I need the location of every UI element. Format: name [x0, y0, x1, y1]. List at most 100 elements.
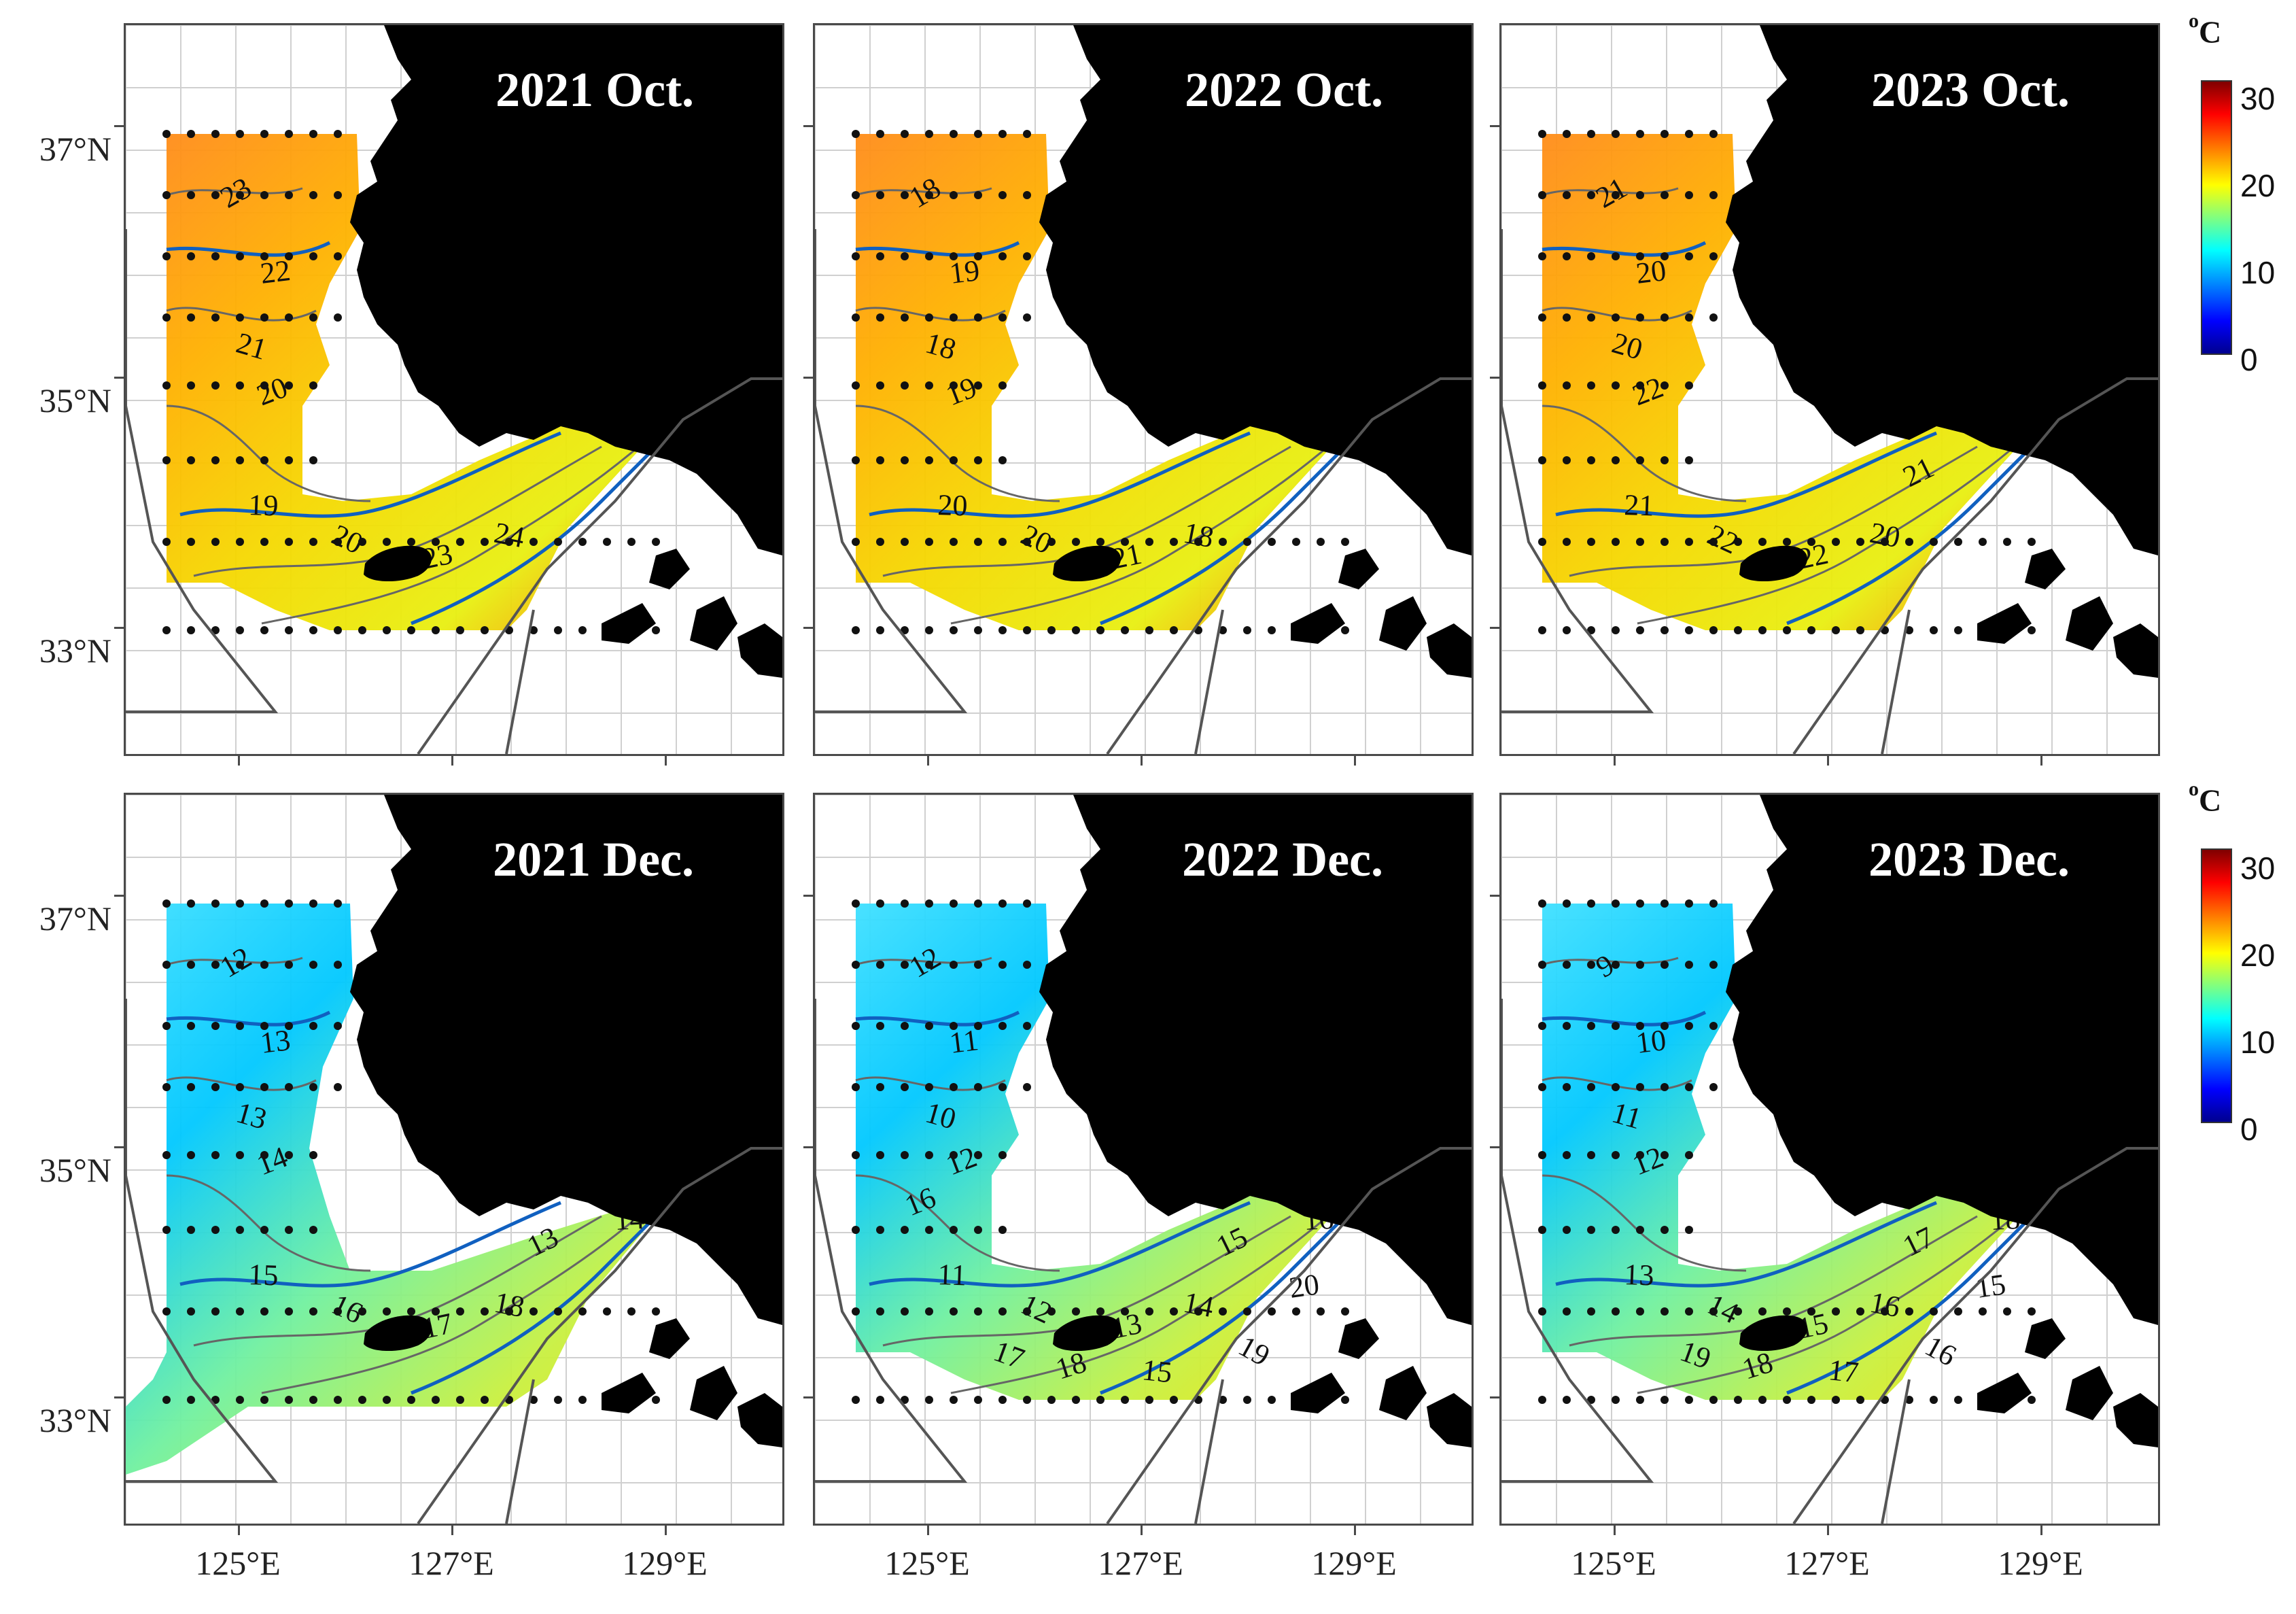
- station-dot: [925, 252, 933, 260]
- lat-label-35n: 35°N: [39, 381, 111, 419]
- station-dot: [211, 456, 220, 464]
- station-dot: [1685, 313, 1693, 322]
- colorbar-tick: 20: [2240, 168, 2276, 203]
- station-dot: [1636, 538, 1644, 546]
- station-dot: [1023, 130, 1031, 138]
- isotherm-line: [1637, 405, 2060, 625]
- station-dot: [162, 130, 171, 138]
- station-dot: [901, 130, 909, 138]
- station-dot: [407, 626, 415, 634]
- station-dot: [383, 626, 391, 634]
- station-dot: [950, 538, 958, 546]
- station-dot: [1905, 626, 1913, 634]
- isotherm-line: [166, 1076, 317, 1091]
- panel-title: 2022 Dec.: [1182, 832, 1383, 887]
- station-dot: [1587, 130, 1595, 138]
- station-points: [1538, 130, 2036, 634]
- station-points: [1538, 899, 2036, 1404]
- isotherm-line: [1542, 307, 1692, 322]
- station-dot: [901, 191, 909, 199]
- station-dot: [236, 538, 244, 546]
- station-dot: [998, 1151, 1007, 1159]
- station-dot: [950, 381, 958, 390]
- station-dot: [876, 381, 884, 390]
- station-dot: [1047, 626, 1056, 634]
- station-dot: [974, 252, 982, 260]
- station-points: [162, 899, 660, 1404]
- station-dot: [285, 1307, 293, 1316]
- station-dot: [1954, 1396, 1962, 1404]
- station-dot: [211, 191, 220, 199]
- station-dot: [1047, 538, 1056, 546]
- panel-title: 2022 Oct.: [1185, 63, 1383, 117]
- station-dot: [950, 626, 958, 634]
- station-dot: [187, 1307, 195, 1316]
- station-dot: [1930, 626, 1938, 634]
- station-dot: [309, 1396, 317, 1404]
- station-dot: [236, 191, 244, 199]
- japan-island: [2113, 623, 2158, 678]
- station-dot: [285, 1083, 293, 1091]
- axis-tick: [114, 895, 124, 897]
- station-dot: [260, 1083, 268, 1091]
- station-points: [852, 130, 1349, 634]
- station-dot: [1783, 538, 1791, 546]
- station-dot: [1170, 1396, 1178, 1404]
- isotherm-line: [1555, 1201, 1937, 1288]
- isotherm-line: [869, 431, 1251, 518]
- station-dot: [1243, 1307, 1251, 1316]
- station-dot: [1563, 1307, 1571, 1316]
- station-dot: [925, 130, 933, 138]
- station-dot: [1563, 456, 1571, 464]
- eez-boundary-line: [1106, 377, 1472, 754]
- station-dot: [1243, 626, 1251, 634]
- jeju-island: [364, 545, 432, 582]
- station-dot: [285, 313, 293, 322]
- station-dot: [901, 1151, 909, 1159]
- lon-label-127e: 127°E: [1784, 1544, 1870, 1582]
- station-dot: [950, 191, 958, 199]
- axis-tick: [2040, 756, 2042, 766]
- station-dot: [950, 1226, 958, 1234]
- axis-tick: [927, 1526, 929, 1535]
- station-dot: [1194, 1307, 1202, 1316]
- station-dot: [652, 626, 660, 634]
- station-dot: [334, 1396, 342, 1404]
- station-dot: [554, 538, 562, 546]
- jeju-island: [364, 1315, 432, 1352]
- station-dot: [925, 1151, 933, 1159]
- colorbar-gradient: [2201, 80, 2232, 355]
- axis-tick: [114, 627, 124, 629]
- station-dot: [901, 1307, 909, 1316]
- station-dot: [1145, 626, 1153, 634]
- station-dot: [1563, 626, 1571, 634]
- station-dot: [1660, 1307, 1669, 1316]
- station-dot: [876, 961, 884, 969]
- japan-island: [2025, 549, 2066, 589]
- station-dot: [1783, 1307, 1791, 1316]
- isotherm-label: 15: [1974, 1267, 2008, 1305]
- axis-tick: [665, 1526, 667, 1535]
- station-dot: [358, 1396, 366, 1404]
- isotherm-line: [950, 405, 1374, 625]
- axis-tick: [1490, 377, 1499, 379]
- station-dot: [309, 1307, 317, 1316]
- station-dot: [309, 961, 317, 969]
- station-dot: [162, 1083, 171, 1091]
- station-dot: [1587, 381, 1595, 390]
- station-dot: [236, 1083, 244, 1091]
- station-dot: [1660, 1022, 1669, 1030]
- station-dot: [974, 961, 982, 969]
- station-dot: [260, 1396, 268, 1404]
- isotherm-line: [950, 1174, 1374, 1394]
- station-dot: [236, 313, 244, 322]
- station-dot: [1341, 1396, 1349, 1404]
- station-dot: [1145, 538, 1153, 546]
- station-dot: [1023, 538, 1031, 546]
- station-dot: [901, 538, 909, 546]
- station-dot: [162, 456, 171, 464]
- station-dot: [187, 1151, 195, 1159]
- axis-tick: [114, 1396, 124, 1398]
- station-dot: [1636, 191, 1644, 199]
- station-dot: [1660, 252, 1669, 260]
